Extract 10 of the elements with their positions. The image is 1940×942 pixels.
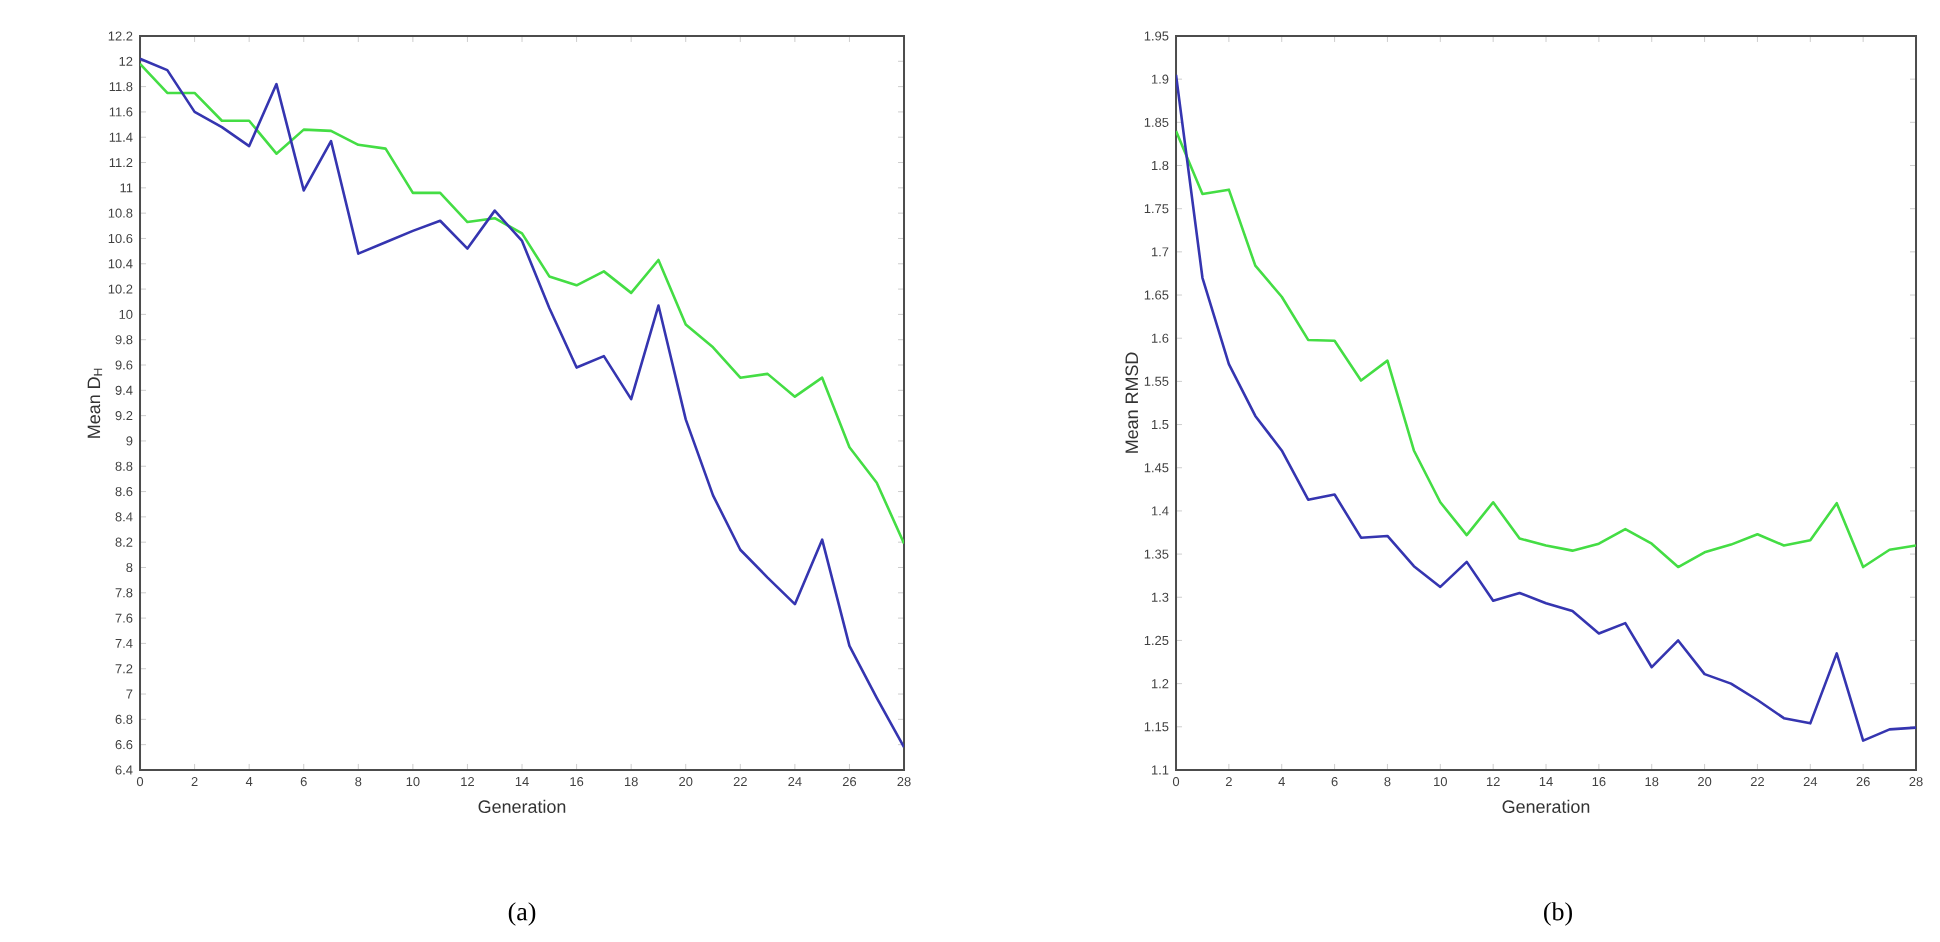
- y-axis-title: Mean D$_{H}$: [87, 368, 103, 438]
- line-series: [1176, 129, 1917, 569]
- line-series: [140, 57, 905, 749]
- line-series: [140, 62, 905, 545]
- text: (b): [1544, 902, 1572, 926]
- x-axis-title: Generation: [478, 799, 566, 814]
- x-axis-title: Generation: [1502, 799, 1590, 814]
- y-axis-title: Mean RMSD: [1125, 352, 1139, 453]
- line-series: [1176, 73, 1917, 742]
- text: (a): [508, 902, 536, 926]
